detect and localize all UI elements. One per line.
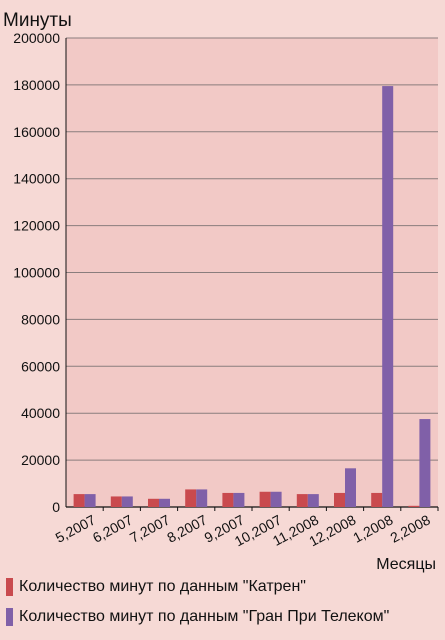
y-tick-label: 140000 — [13, 171, 60, 187]
x-tick-label: 7,2007 — [127, 511, 173, 545]
y-tick-label: 60000 — [21, 358, 60, 374]
y-tick-label: 80000 — [21, 311, 60, 327]
y-tick-label: 40000 — [21, 405, 60, 421]
bar-katren — [110, 496, 122, 507]
bar-gran-pri-telekom — [159, 498, 170, 507]
x-tick-label: 6,2007 — [90, 511, 136, 545]
chart-legend: Количество минут по данным "Катрен" Коли… — [6, 572, 442, 632]
bar-gran-pri-telekom — [270, 491, 282, 507]
legend-swatch-katren — [6, 578, 13, 596]
y-tick-label: 160000 — [13, 124, 60, 140]
y-tick-label: 0 — [52, 499, 60, 515]
bar-katren — [148, 498, 159, 507]
bar-gran-pri-telekom — [382, 86, 394, 507]
bar-katren — [222, 492, 234, 507]
y-tick-label: 100000 — [13, 265, 60, 281]
bar-gran-pri-telekom — [121, 496, 133, 507]
y-tick-label: 120000 — [13, 218, 60, 234]
bar-gran-pri-telekom — [233, 492, 245, 507]
y-tick-label: 20000 — [21, 452, 60, 468]
legend-swatch-gran-pri-telekom — [6, 608, 13, 626]
x-tick-label: 8,2007 — [164, 511, 210, 545]
x-tick-label: 5,2007 — [53, 511, 99, 545]
y-tick-label: 200000 — [13, 30, 60, 46]
y-axis-label: Минуты — [3, 10, 72, 31]
y-tick-label: 180000 — [13, 77, 60, 93]
x-tick-label: 1,2008 — [350, 511, 396, 545]
bar-katren — [73, 494, 85, 507]
bar-katren — [371, 492, 383, 507]
legend-entry-katren: Количество минут по данным "Катрен" — [6, 572, 442, 602]
bar-gran-pri-telekom — [419, 419, 431, 507]
bar-gran-pri-telekom — [345, 468, 356, 507]
bar-katren — [296, 494, 308, 507]
bar-gran-pri-telekom — [307, 494, 319, 507]
x-axis-label: Месяцы — [376, 556, 436, 573]
bar-katren — [408, 505, 420, 507]
legend-entry-gran-pri-telekom: Количество минут по данным "Гран При Тел… — [6, 602, 442, 632]
bar-gran-pri-telekom — [196, 489, 208, 507]
legend-label-katren: Количество минут по данным "Катрен" — [19, 578, 306, 595]
x-tick-label: 2,2008 — [387, 511, 433, 545]
bar-katren — [185, 489, 197, 507]
bar-katren — [334, 492, 345, 507]
bar-katren — [259, 491, 271, 507]
bar-gran-pri-telekom — [84, 494, 96, 507]
legend-label-gran-pri-telekom: Количество минут по данным "Гран При Тел… — [19, 608, 390, 625]
